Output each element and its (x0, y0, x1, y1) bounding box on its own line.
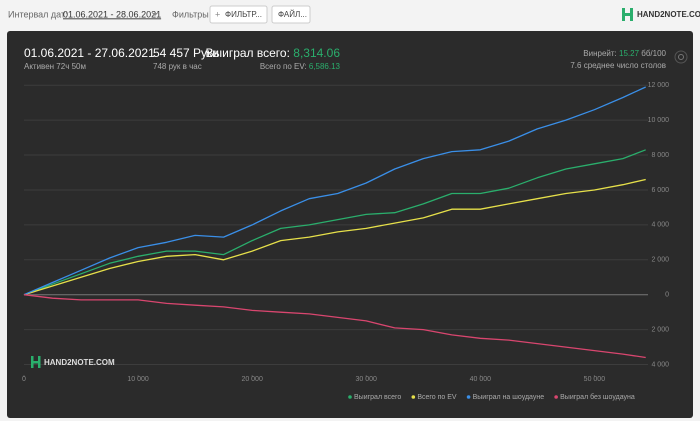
legend-label: Выиграл без шоудауна (560, 393, 635, 401)
settings-button[interactable] (674, 50, 688, 64)
ev-total: Всего по EV: 6,586.13 (260, 62, 341, 71)
y-tick-label: 0 (665, 292, 669, 299)
ev-label: Всего по EV: (260, 62, 307, 71)
watermark-icon (31, 361, 40, 364)
won-total: Выиграл всего: 8,314.06 (206, 46, 341, 60)
winrate-label: Винрейт: (583, 49, 616, 58)
winrate-unit: бб/100 (641, 49, 666, 58)
legend-marker (466, 395, 471, 399)
y-tick-label: 2 000 (651, 257, 669, 264)
legend-label: Всего по EV (417, 394, 457, 401)
filter-button[interactable] (209, 5, 268, 24)
file-button[interactable] (271, 5, 311, 24)
legend-marker (554, 395, 558, 399)
legend-label: Выиграл на шоудауне (473, 394, 545, 401)
y-tick-label: 4 000 (651, 361, 669, 368)
plus-icon: + (215, 9, 220, 19)
y-tick-label: 2 000 (651, 326, 669, 333)
series-line (23, 294, 646, 359)
x-tick-label: 50 000 (584, 376, 606, 383)
ev-value: 6,586.13 (309, 62, 341, 71)
x-tick-label: 0 (22, 376, 26, 383)
settings-icon (678, 54, 684, 60)
legend-marker (348, 395, 352, 399)
period: 01.06.2021 - 27.06.2021 (24, 46, 155, 60)
x-tick-label: 30 000 (356, 376, 378, 383)
watermark: HAND2NOTE.COM (44, 358, 115, 367)
x-tick-label: 40 000 (470, 376, 492, 383)
filters-label: Фильтры: (172, 9, 211, 19)
dropdown-arrow (152, 13, 158, 16)
active-time: Активен 72ч 50м (24, 62, 86, 71)
filter-button-label: ФИЛЬТР... (225, 10, 262, 19)
winrate-value: 15.27 (619, 49, 640, 58)
tables: 7.6 среднее число столов (570, 61, 666, 70)
winrate: Винрейт: 15.27 бб/100 (583, 49, 666, 58)
logo: HAND2NOTE.COM (637, 10, 700, 19)
y-tick-label: 10 000 (648, 117, 670, 124)
x-tick-label: 20 000 (241, 376, 263, 383)
y-tick-label: 4 000 (651, 222, 669, 229)
series-line (23, 86, 646, 296)
file-button-label: ФАЙЛ... (278, 10, 307, 19)
series-line (23, 149, 646, 296)
chart: 4 000 2 000 0 2 000 4 000 6 000 8 000 10 000 12 … (22, 82, 669, 401)
y-tick-label: 8 000 (651, 152, 669, 159)
series-line (23, 178, 646, 296)
x-tick-label: 10 000 (127, 376, 149, 383)
legend-marker (411, 395, 416, 399)
y-tick-label: 6 000 (651, 187, 669, 194)
date-range[interactable]: 01.06.2021 - 28.06.2021 (63, 9, 161, 19)
hands-per-hour: 748 рук в час (153, 62, 202, 71)
legend-label: Выиграл всего (354, 394, 401, 401)
y-tick-label: 12 000 (648, 82, 670, 89)
date-label: Интервал дат: (8, 9, 68, 19)
logo-icon (622, 13, 633, 16)
won-label: Выиграл всего: (206, 46, 290, 60)
won-value: 8,314.06 (293, 46, 340, 60)
hands: 54 457 Руки (153, 46, 219, 60)
